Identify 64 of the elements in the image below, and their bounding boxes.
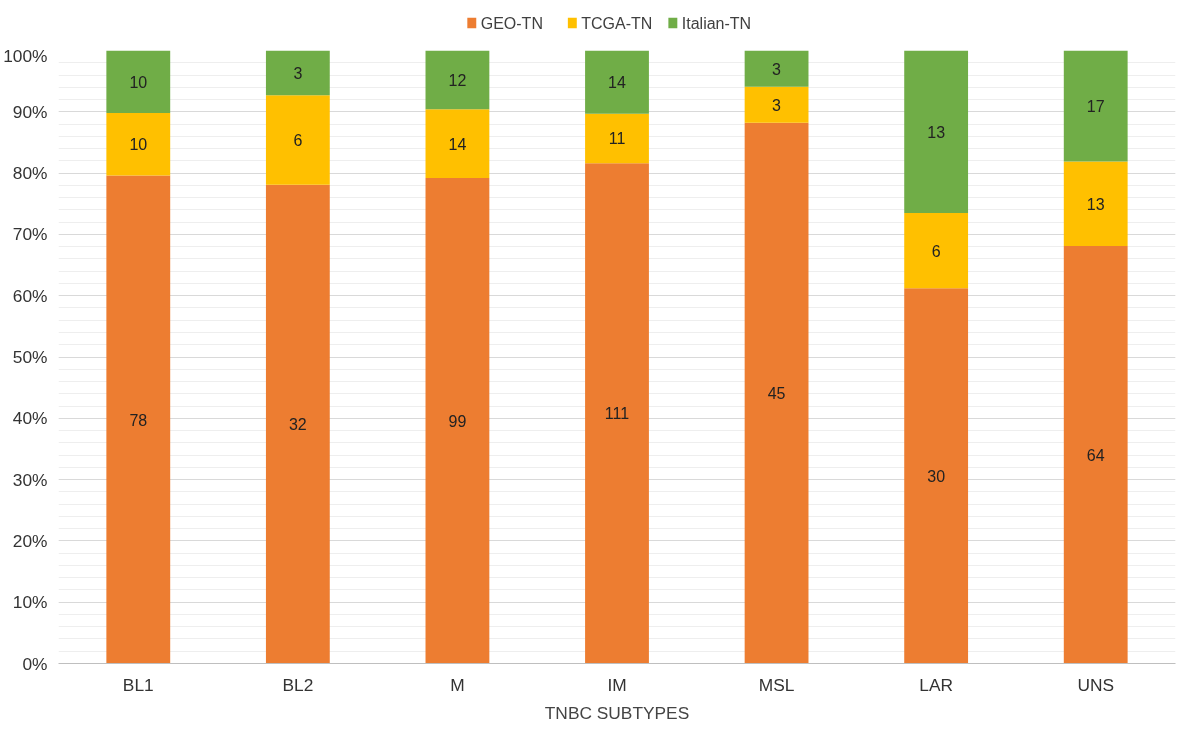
annotation: 14 (608, 74, 626, 92)
bar (106, 113, 171, 176)
bar (425, 50, 490, 110)
annotation: 6 (293, 132, 303, 149)
annotation: 32 (288, 416, 307, 434)
bar (425, 109, 490, 178)
annotation: 10 (129, 136, 148, 154)
bar (106, 175, 171, 664)
y-tick-label: 30% (12, 469, 48, 490)
annotation: 111 (604, 405, 630, 423)
bar (585, 113, 649, 164)
bar (904, 50, 969, 213)
legend-label: Italian-TN (681, 14, 752, 32)
bar (425, 178, 490, 664)
x-tick-label: MSL (758, 674, 795, 695)
annotation: 3 (772, 60, 782, 78)
bar (1063, 246, 1128, 664)
annotation: 45 (767, 385, 786, 403)
bar (1063, 161, 1128, 247)
y-tick-label: 40% (12, 408, 48, 429)
bar (585, 50, 649, 114)
y-tick-label: 90% (12, 101, 48, 122)
annotation: 13 (1086, 195, 1105, 213)
bar (904, 212, 969, 289)
x-tick-label: IM (607, 674, 627, 695)
x-tick-label: LAR (919, 674, 954, 695)
annotation: 78 (129, 411, 148, 429)
x-tick-label: BL2 (282, 674, 314, 695)
bar (265, 184, 330, 664)
annotation: 3 (772, 96, 782, 114)
x-axis-title: TNBC SUBTYPES (544, 702, 690, 723)
annotation: 3 (293, 64, 303, 82)
y-tick-label: 10% (12, 592, 48, 613)
bar (744, 122, 809, 664)
y-tick-label: 0% (22, 653, 48, 674)
x-tick-label: UNS (1077, 674, 1115, 695)
x-tick-label: BL1 (122, 674, 154, 695)
y-tick-label: 20% (12, 530, 48, 551)
annotation: 99 (448, 412, 467, 430)
y-tick-label: 100% (3, 45, 48, 66)
y-tick-label: 70% (12, 224, 48, 245)
bar (106, 50, 171, 114)
annotation: 30 (927, 467, 946, 485)
bar (904, 288, 969, 664)
y-tick-label: 60% (12, 285, 48, 306)
x-tick-label: M (450, 674, 465, 695)
legend-label: GEO-TN (480, 14, 543, 32)
legend-label: TCGA-TN (581, 14, 653, 32)
bar (265, 50, 330, 96)
bar (265, 95, 330, 185)
annotation: 12 (448, 71, 467, 89)
bar (744, 86, 809, 123)
annotation: 10 (129, 73, 148, 91)
annotation: 17 (1086, 97, 1105, 115)
annotation: 14 (448, 135, 467, 153)
y-tick-label: 50% (12, 347, 48, 367)
annotation: 6 (931, 242, 941, 260)
annotation: 11 (608, 130, 626, 148)
annotation: 13 (927, 123, 946, 141)
bar (1063, 50, 1128, 162)
y-tick-label: 80% (12, 163, 48, 184)
bar (744, 50, 809, 87)
bar (585, 163, 649, 664)
annotation: 64 (1086, 446, 1105, 464)
